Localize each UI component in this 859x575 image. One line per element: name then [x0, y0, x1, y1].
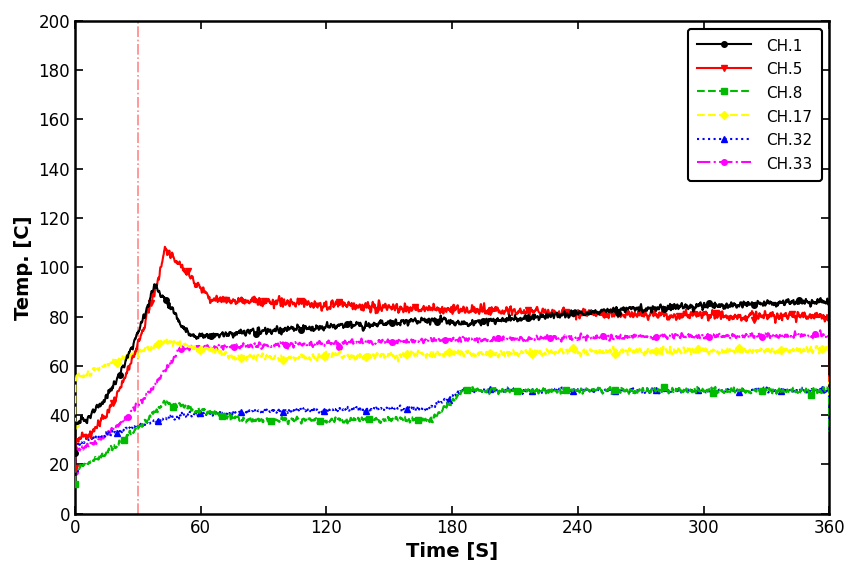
- CH.8: [436, 408, 447, 415]
- CH.8: [824, 428, 834, 435]
- CH.32: [664, 386, 674, 393]
- CH.5: [802, 313, 813, 320]
- CH.33: [108, 424, 119, 431]
- CH.5: [802, 315, 813, 321]
- CH.33: [417, 335, 427, 342]
- CH.32: [824, 427, 834, 434]
- CH.33: [802, 333, 813, 340]
- Line: CH.5: CH.5: [72, 244, 832, 471]
- CH.32: [417, 405, 427, 412]
- CH.17: [802, 348, 813, 355]
- CH.17: [824, 400, 834, 407]
- CH.32: [436, 399, 447, 406]
- Y-axis label: Temp. [C]: Temp. [C]: [14, 215, 33, 320]
- CH.17: [664, 348, 674, 355]
- CH.32: [108, 431, 119, 438]
- CH.17: [802, 347, 813, 354]
- CH.17: [417, 350, 427, 356]
- CH.8: [658, 382, 668, 389]
- CH.5: [417, 305, 427, 312]
- Line: CH.33: CH.33: [72, 328, 832, 475]
- CH.1: [664, 304, 674, 310]
- CH.33: [824, 393, 834, 400]
- CH.1: [417, 316, 427, 323]
- CH.32: [802, 388, 813, 395]
- CH.1: [437, 317, 448, 324]
- CH.32: [802, 389, 813, 396]
- CH.1: [802, 298, 813, 305]
- CH.8: [417, 417, 427, 424]
- X-axis label: Time [S]: Time [S]: [406, 542, 498, 561]
- CH.5: [824, 377, 834, 384]
- CH.32: [556, 383, 566, 390]
- CH.5: [108, 398, 119, 405]
- CH.1: [149, 281, 160, 288]
- CH.1: [802, 298, 813, 305]
- CH.5: [70, 465, 80, 471]
- Legend: CH.1, CH.5, CH.8, CH.17, CH.32, CH.33: CH.1, CH.5, CH.8, CH.17, CH.32, CH.33: [688, 29, 822, 181]
- CH.33: [802, 334, 813, 340]
- CH.17: [160, 336, 170, 343]
- CH.1: [70, 450, 80, 457]
- Line: CH.17: CH.17: [72, 337, 832, 428]
- CH.1: [824, 371, 834, 378]
- Line: CH.1: CH.1: [72, 282, 832, 456]
- CH.32: [70, 464, 80, 471]
- CH.8: [664, 389, 674, 396]
- CH.8: [802, 384, 813, 391]
- Line: CH.32: CH.32: [72, 384, 832, 470]
- CH.17: [437, 351, 448, 358]
- Line: CH.8: CH.8: [72, 384, 832, 486]
- CH.5: [160, 243, 170, 250]
- CH.5: [437, 304, 448, 310]
- CH.17: [108, 354, 119, 361]
- CH.5: [664, 315, 674, 322]
- CH.33: [436, 337, 447, 344]
- CH.33: [70, 469, 80, 476]
- CH.33: [664, 333, 674, 340]
- CH.33: [815, 327, 825, 334]
- CH.8: [108, 442, 119, 448]
- CH.1: [108, 381, 119, 388]
- CH.17: [70, 422, 80, 429]
- CH.8: [802, 385, 813, 392]
- CH.8: [70, 480, 80, 487]
